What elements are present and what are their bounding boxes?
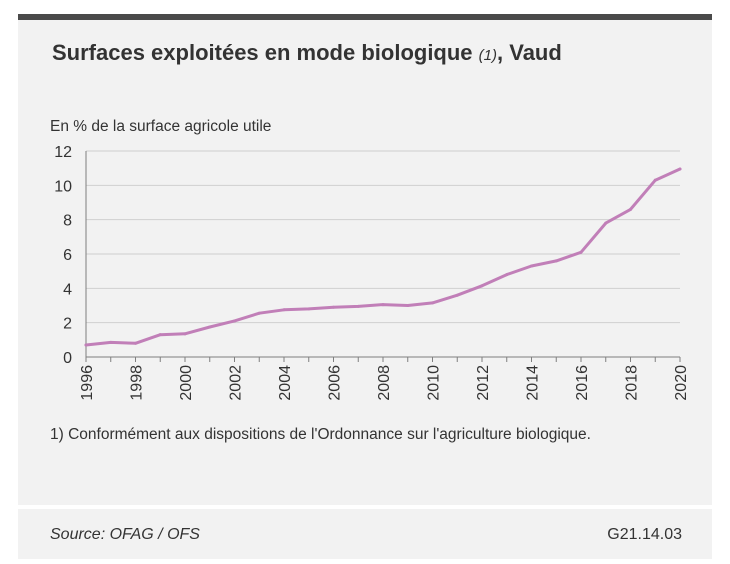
- x-axis: [85, 151, 681, 362]
- data-point: [307, 307, 311, 311]
- x-tick-label: 2014: [525, 365, 542, 401]
- title-suffix: , Vaud: [497, 40, 562, 65]
- series-group: [84, 167, 682, 347]
- data-point: [678, 167, 682, 171]
- x-tick-label: 2004: [277, 365, 294, 401]
- data-point: [530, 264, 533, 268]
- data-point: [158, 333, 162, 337]
- data-point: [480, 284, 484, 288]
- x-tick-label: 2020: [673, 365, 690, 401]
- data-point: [282, 308, 286, 312]
- data-point: [84, 343, 88, 347]
- x-tick-label: 1998: [129, 365, 146, 401]
- data-point: [406, 304, 410, 307]
- x-tick-label: 2010: [426, 365, 443, 401]
- data-point: [579, 250, 583, 254]
- data-point: [332, 305, 335, 309]
- x-tick-label: 2018: [624, 365, 641, 401]
- data-point: [183, 332, 187, 336]
- source-text: Source: OFAG / OFS: [50, 526, 200, 543]
- data-point: [629, 207, 632, 211]
- y-tick-label: 10: [54, 178, 72, 195]
- x-tick-label: 2000: [178, 365, 195, 401]
- y-tick-label: 2: [63, 316, 72, 333]
- data-point: [208, 325, 212, 329]
- y-tick-labels: 0 2 4 6 8 10 12: [54, 144, 72, 367]
- x-tick-label: 2006: [327, 365, 344, 401]
- chart-code: G21.14.03: [607, 526, 682, 543]
- y-tick-label: 12: [54, 144, 72, 161]
- y-axis-label: En % de la surface agricole utile: [50, 118, 272, 135]
- data-point: [431, 301, 434, 305]
- title-main: Surfaces exploitées en mode biologique: [52, 40, 473, 65]
- data-point: [109, 340, 113, 344]
- data-point: [356, 304, 360, 308]
- x-tick-label: 1996: [79, 365, 96, 401]
- series-line: [84, 167, 682, 347]
- footer-separator: [18, 507, 712, 509]
- x-tick-label: 2008: [376, 365, 393, 401]
- top-bar: [18, 14, 712, 20]
- data-point: [381, 303, 385, 307]
- footnote: 1) Conformément aux dispositions de l'Or…: [50, 426, 591, 443]
- y-tick-label: 4: [63, 281, 72, 298]
- grid-lines: [86, 150, 680, 324]
- data-point: [505, 273, 509, 277]
- x-tick-label: 2002: [228, 365, 245, 401]
- data-point: [554, 259, 558, 263]
- data-point: [257, 311, 261, 315]
- y-tick-label: 0: [63, 350, 72, 367]
- chart-title: Surfaces exploitées en mode biologique (…: [52, 40, 562, 66]
- data-point: [134, 341, 137, 345]
- x-tick-labels: 1996 1998 2000 2002 2004 2006 2008 2010 2012 2014…: [79, 365, 690, 401]
- y-tick-label: 8: [63, 213, 72, 230]
- data-point: [233, 319, 236, 323]
- x-tick-label: 2016: [574, 365, 591, 401]
- title-note: (1): [478, 47, 498, 64]
- data-point: [455, 293, 459, 297]
- x-tick-label: 2012: [475, 365, 492, 401]
- y-tick-label: 6: [63, 247, 72, 264]
- chart-panel: [18, 20, 712, 505]
- data-point: [604, 221, 608, 225]
- footer-panel: [18, 509, 712, 559]
- data-point: [653, 178, 657, 182]
